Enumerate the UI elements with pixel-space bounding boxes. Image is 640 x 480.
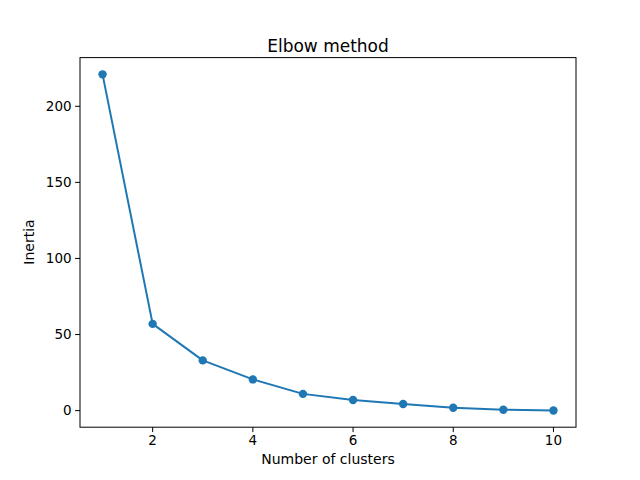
data-point-marker	[199, 356, 207, 364]
data-point-marker	[249, 375, 257, 383]
data-point-marker	[148, 320, 156, 328]
x-tick-label: 4	[249, 432, 258, 448]
data-point-marker	[499, 406, 507, 414]
y-tick-label: 200	[46, 98, 72, 114]
y-tick-label: 150	[46, 174, 72, 190]
x-axis-label: Number of clusters	[261, 451, 395, 467]
y-tick-label: 0	[63, 402, 72, 418]
elbow-chart: 246810050100150200	[0, 0, 640, 480]
x-tick-label: 8	[449, 432, 458, 448]
data-point-marker	[449, 404, 457, 412]
y-tick-label: 100	[46, 250, 72, 266]
y-tick-label: 50	[54, 326, 71, 342]
plot-area	[80, 58, 576, 428]
x-tick-label: 10	[545, 432, 562, 448]
data-point-marker	[98, 70, 106, 78]
x-tick-label: 2	[148, 432, 157, 448]
data-point-marker	[299, 390, 307, 398]
data-point-marker	[349, 396, 357, 404]
data-point-marker	[549, 406, 557, 414]
figure: 246810050100150200 Elbow method Number o…	[0, 0, 640, 480]
chart-title: Elbow method	[267, 36, 389, 56]
data-point-marker	[399, 400, 407, 408]
y-axis-label: Inertia	[21, 219, 37, 264]
x-tick-label: 6	[349, 432, 358, 448]
